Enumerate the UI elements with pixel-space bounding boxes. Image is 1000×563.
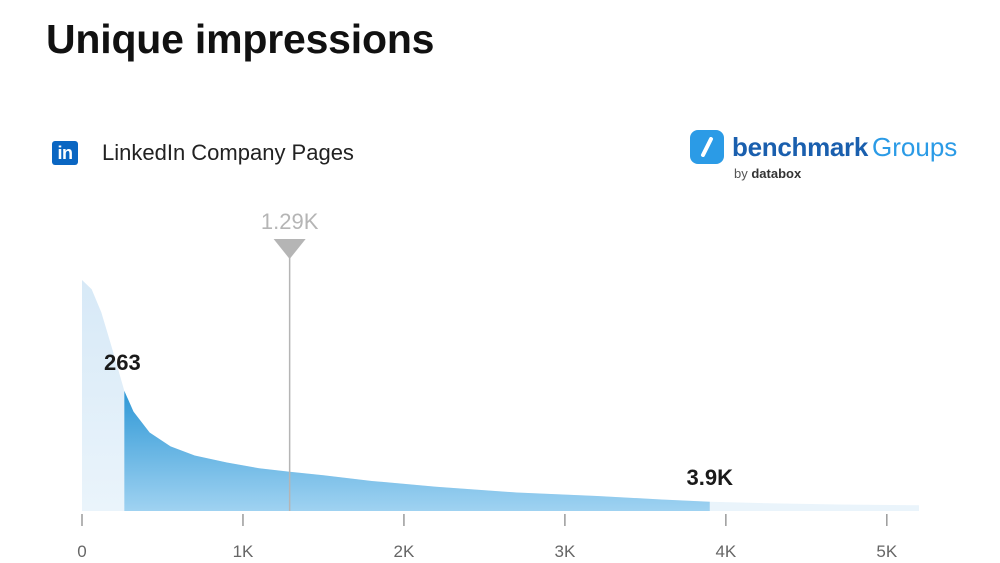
highlight-area bbox=[124, 390, 710, 511]
lower-range-label: 263 bbox=[104, 350, 141, 375]
x-tick-label: 0 bbox=[77, 542, 86, 561]
brand-by: by bbox=[734, 166, 748, 181]
median-label: 1.29K bbox=[261, 209, 319, 234]
brand-byline: by databox bbox=[734, 166, 801, 181]
x-axis: 0 1K 2K 3K 4K 5K bbox=[77, 514, 898, 561]
brand-by-name: databox bbox=[751, 166, 802, 181]
benchmark-icon bbox=[690, 130, 724, 164]
brand-sub: Groups bbox=[872, 131, 958, 162]
source-label: LinkedIn Company Pages bbox=[102, 140, 354, 165]
upper-range-label: 3.9K bbox=[687, 465, 734, 490]
x-tick-label: 1K bbox=[233, 542, 254, 561]
median-marker-icon bbox=[273, 239, 306, 259]
x-tick-label: 3K bbox=[554, 542, 575, 561]
source-row: in LinkedIn Company Pages bbox=[52, 140, 354, 166]
linkedin-icon: in bbox=[52, 141, 78, 165]
brand-name: benchmark bbox=[732, 131, 869, 162]
x-tick-label: 5K bbox=[876, 542, 897, 561]
x-tick-label: 4K bbox=[715, 542, 736, 561]
brand-logo: benchmark Groups by databox bbox=[690, 130, 958, 181]
page-title: Unique impressions bbox=[46, 16, 435, 62]
x-tick-label: 2K bbox=[394, 542, 415, 561]
